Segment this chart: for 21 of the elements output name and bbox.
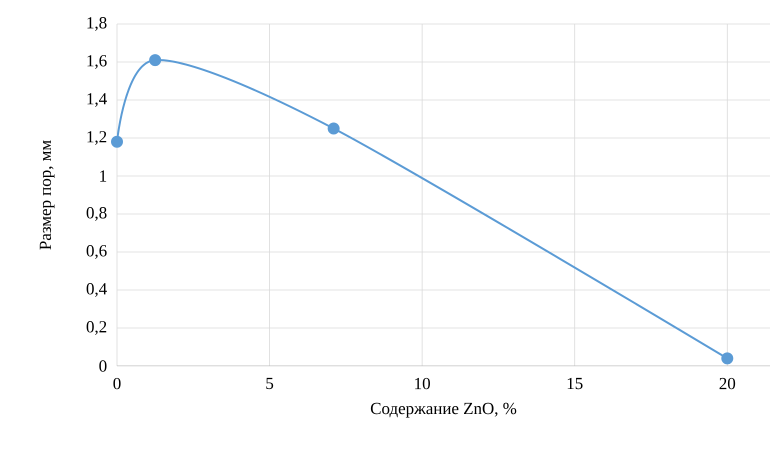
y-tick-label: 0 [99,360,107,372]
point [328,122,340,134]
y-tick-label: 1,8 [87,17,107,31]
x-tick-label: 0 [113,378,121,390]
x-tick-label: 10 [415,378,430,390]
y-tick-label: 1,4 [87,93,107,107]
y-tick-label: 0,4 [86,283,107,297]
x-axis-title: Содержание ZnO, % [370,402,516,418]
y-tick-label: 0,6 [86,245,107,259]
y-tick-label: 0,8 [86,207,107,221]
y-axis-title: Размер пор, мм [40,140,54,250]
point [149,54,162,66]
y-tick-label: 0,2 [86,321,106,335]
point [721,352,734,364]
x-tick-label: 20 [720,378,736,390]
y-tick-label: 1,6 [87,55,107,69]
y-tick-label: 1 [100,170,106,182]
x-tick-label: 15 [568,378,583,390]
point [111,136,123,148]
y-tick-label: 1,2 [87,131,106,145]
x-tick-label: 5 [266,378,274,390]
